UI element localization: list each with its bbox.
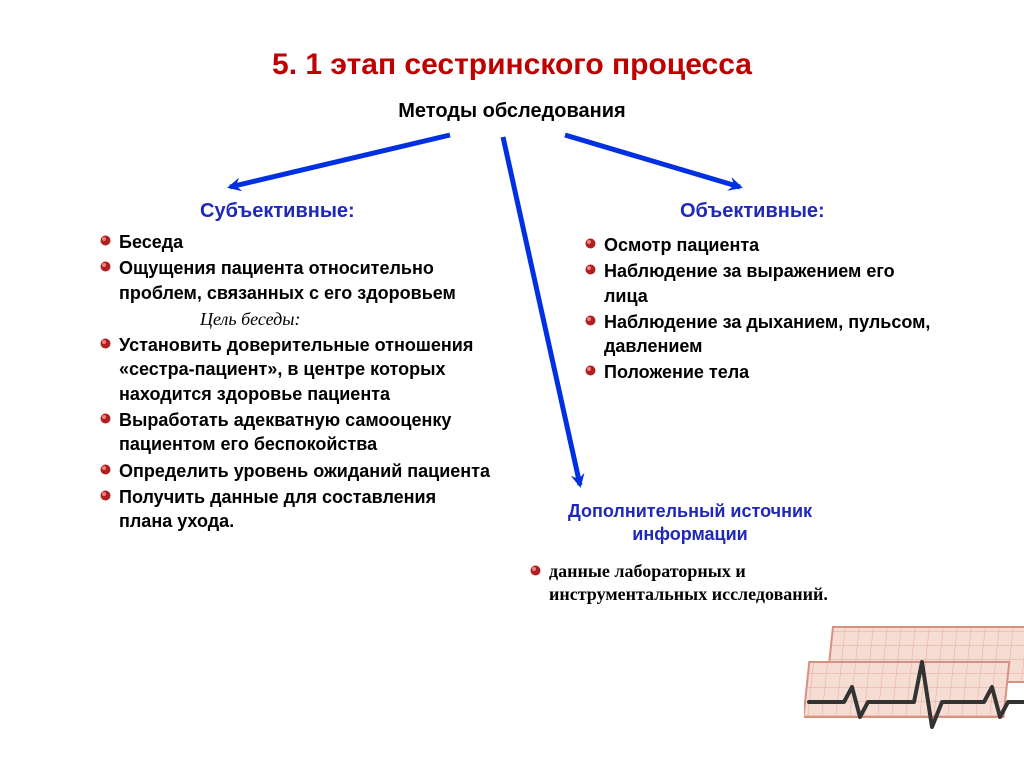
goal-label: Цель беседы: (200, 307, 490, 331)
bullet-text: Ощущения пациента относительно проблем, … (119, 256, 490, 305)
bullet-text: Наблюдение за выражением его лица (604, 259, 935, 308)
subjective-goal-item: Определить уровень ожиданий пациента (100, 459, 490, 483)
bullet-text: Наблюдение за дыханием, пульсом, давлени… (604, 310, 935, 359)
slide-subtitle: Методы обследования (0, 100, 1024, 123)
bullet-text: Беседа (119, 230, 183, 254)
bullet-text: Осмотр пациента (604, 233, 759, 257)
subjective-goal-item: Получить данные для составления плана ух… (100, 485, 490, 534)
subjective-goal-item: Установить доверительные отношения «сест… (100, 333, 490, 406)
subjective-heading: Субъективные: (200, 200, 355, 223)
objective-heading: Объективные: (680, 200, 825, 223)
bullet-text: Установить доверительные отношения «сест… (119, 333, 490, 406)
bullet-text: данные лабораторных и инструментальных и… (549, 560, 870, 607)
subjective-item: Беседа (100, 230, 490, 254)
additional-item: данные лабораторных и инструментальных и… (530, 560, 870, 607)
objective-item: Наблюдение за дыханием, пульсом, давлени… (585, 310, 935, 359)
bullet-text: Выработать адекватную самооценку пациент… (119, 408, 490, 457)
objective-item: Осмотр пациента (585, 233, 935, 257)
objective-item: Положение тела (585, 360, 935, 384)
objective-column: Осмотр пациентаНаблюдение за выражением … (585, 233, 935, 387)
bullet-text: Получить данные для составления плана ух… (119, 485, 490, 534)
subjective-item: Ощущения пациента относительно проблем, … (100, 256, 490, 305)
bullet-text: Положение тела (604, 360, 749, 384)
ecg-decoration-icon (804, 617, 1024, 737)
subjective-column: БеседаОщущения пациента относительно про… (100, 230, 490, 536)
bullet-text: Определить уровень ожиданий пациента (119, 459, 490, 483)
subjective-goal-item: Выработать адекватную самооценку пациент… (100, 408, 490, 457)
slide-title: 5. 1 этап сестринского процесса (0, 48, 1024, 82)
additional-source-body: данные лабораторных и инструментальных и… (530, 560, 870, 609)
objective-item: Наблюдение за выражением его лица (585, 259, 935, 308)
additional-source-heading: Дополнительный источник информации (540, 500, 840, 547)
